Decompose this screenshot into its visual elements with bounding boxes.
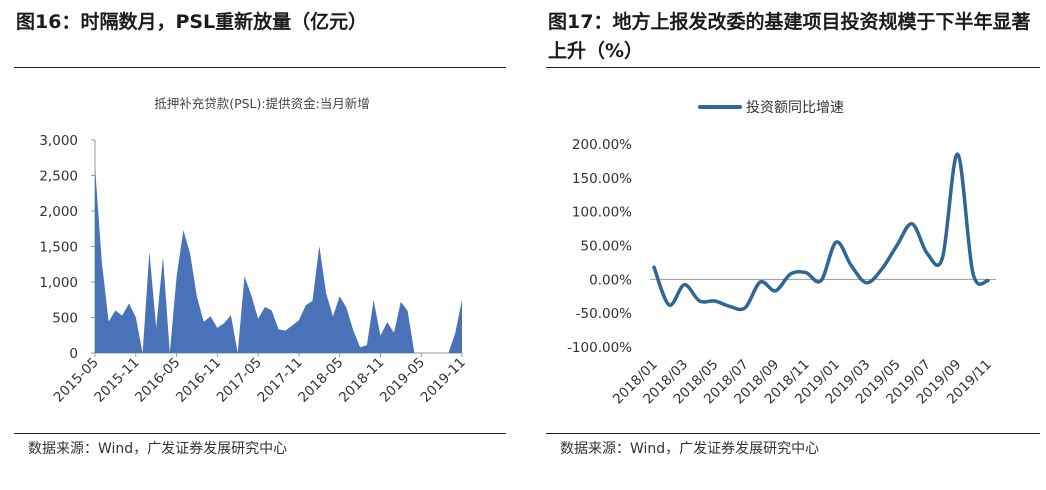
left-y-tick-label: 0	[69, 346, 78, 362]
left-y-tick-label: 500	[52, 311, 78, 327]
right-chart: 投资额同比增速 -100.00% -50.00% 0.00% 50.00% 100.00…	[567, 100, 996, 407]
left-x-tick-label: 2019-11	[418, 355, 469, 406]
left-y-tick-label: 1,000	[39, 275, 78, 291]
psl-area-series	[95, 166, 462, 353]
right-y-tick-label: 100.00%	[572, 205, 632, 221]
left-y-tick-label: 2,500	[39, 169, 78, 185]
left-y-tick-label: 3,000	[39, 133, 78, 149]
investment-growth-line	[652, 152, 990, 312]
left-y-axis: 0 500 1,000 1,500 2,000 2,500 3,000	[39, 133, 96, 362]
right-top-rule	[546, 67, 1040, 68]
right-y-tick-label: 50.00%	[581, 239, 633, 255]
right-y-axis: -100.00% -50.00% 0.00% 50.00% 100.00% 150.00%…	[567, 137, 632, 356]
left-figure-panel: 图16：时隔数月，PSL重新放量（亿元） 抵押补充贷款(PSL):提供资金:当月…	[0, 0, 512, 467]
right-y-tick-label: 150.00%	[572, 171, 632, 187]
left-source-note: 数据来源：Wind，广发证券发展研究中心	[28, 441, 288, 457]
left-top-rule	[14, 67, 506, 68]
left-chart: 抵押补充贷款(PSL):提供资金:当月新增 0 500 1,000 1,500 2,00…	[39, 96, 469, 406]
left-chart-title: 抵押补充贷款(PSL):提供资金:当月新增	[154, 96, 370, 111]
right-x-axis: 2018/012018/032018/052018/072018/092018/…	[610, 278, 996, 407]
right-figure-title: 图17：地方上报发改委的基建项目投资规模于下半年显著上升（%）	[548, 11, 1031, 62]
right-bottom-rule	[546, 433, 1040, 434]
left-figure-title: 图16：时隔数月，PSL重新放量（亿元）	[16, 11, 368, 33]
right-y-tick-label: 200.00%	[572, 137, 632, 153]
right-y-tick-label: -100.00%	[567, 340, 632, 356]
left-bottom-rule	[14, 433, 506, 434]
right-source-note: 数据来源：Wind，广发证券发展研究中心	[560, 441, 820, 457]
right-legend: 投资额同比增速	[698, 100, 844, 116]
legend-label: 投资额同比增速	[746, 100, 844, 116]
left-y-tick-label: 1,500	[39, 240, 78, 256]
right-y-tick-label: -50.00%	[576, 306, 633, 322]
left-y-tick-label: 2,000	[39, 204, 78, 220]
left-x-axis: 2015-052015-112016-052016-112017-052017-…	[51, 352, 469, 406]
right-y-tick-label: 0.00%	[589, 272, 632, 288]
right-figure-panel: 图17：地方上报发改委的基建项目投资规模于下半年显著上升（%） 投资额同比增速 …	[532, 0, 1046, 467]
